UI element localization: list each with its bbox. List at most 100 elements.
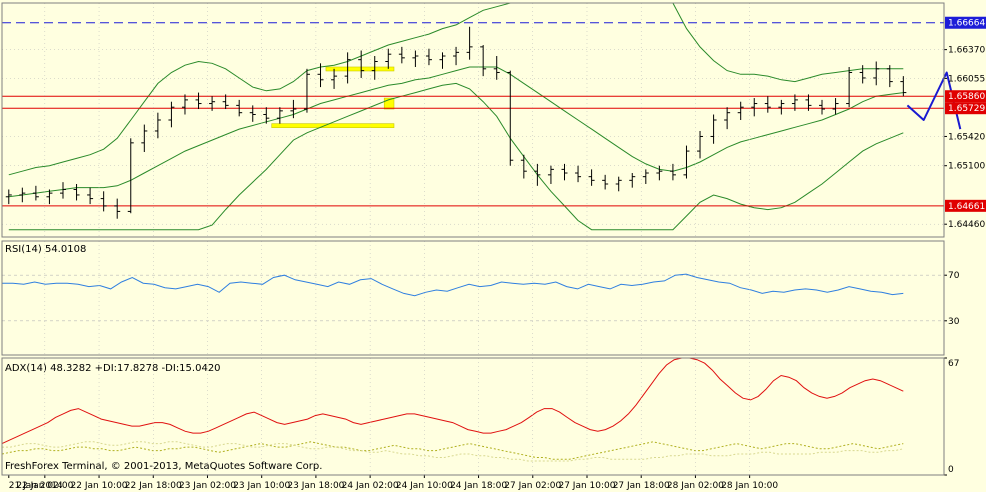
price-bar: [534, 163, 541, 186]
price-bar: [886, 65, 893, 88]
price-axis: 1.64460 1.65100 1.65420 1.66055 1.66370: [944, 46, 985, 230]
price-bar: [46, 189, 53, 205]
price-panel[interactable]: 1.64460 1.65100 1.65420 1.66055 1.66370 1.66…: [2, 2, 986, 231]
rsi-panel[interactable]: RSI(14) 54.0108 30 70: [2, 244, 960, 327]
price-level-label-bg: [945, 199, 986, 212]
price-bar: [588, 169, 595, 186]
price-bar: [5, 189, 12, 205]
time-tick-label: 27 Jan 02:00: [504, 481, 561, 491]
price-bar: [344, 52, 351, 84]
price-candles: [5, 26, 907, 219]
price-bar: [724, 107, 731, 130]
price-bar: [439, 52, 446, 69]
price-bar: [317, 63, 324, 88]
time-tick-label: 24 Jan 10:00: [396, 481, 453, 491]
bollinger-upper-band: [8, 2, 904, 176]
plus-di-series-line: [1, 441, 904, 460]
price-bar: [303, 68, 310, 113]
price-bar: [236, 99, 243, 117]
price-frame: [1, 2, 945, 238]
price-zone: [325, 66, 395, 72]
price-bar: [629, 173, 636, 188]
price-bar: [751, 98, 758, 117]
price-level-label: 1.66664: [945, 16, 986, 29]
price-bar: [547, 165, 554, 184]
rsi-title: RSI(14) 54.0108: [5, 244, 86, 255]
price-bar: [602, 174, 609, 190]
price-level-label: 1.65860: [945, 90, 986, 103]
price-bar: [453, 46, 460, 66]
price-level-label-bg: [945, 90, 986, 103]
price-bar: [73, 183, 80, 201]
price-tick-label: 1.65100: [948, 162, 985, 172]
price-bar: [276, 107, 283, 124]
price-bar: [425, 48, 432, 66]
horizontal-levels: [2, 22, 944, 207]
price-bar: [181, 94, 188, 115]
time-tick-label: 23 Jan 10:00: [233, 481, 290, 491]
price-bar: [87, 187, 94, 205]
price-bar: [222, 94, 229, 110]
price-bar: [100, 191, 107, 212]
price-bar: [209, 96, 216, 111]
time-tick-label: 27 Jan 10:00: [558, 481, 615, 491]
price-level-label-text: 1.66664: [948, 19, 985, 29]
rsi-series-line: [2, 273, 904, 297]
price-bar: [520, 154, 527, 179]
price-bar: [398, 46, 405, 64]
rsi-tick-label: 30: [948, 317, 960, 327]
price-level-label-text: 1.64661: [948, 202, 985, 212]
adx-panel[interactable]: ADX(14) 48.3282 +DI:17.8278 -DI:15.0420 …: [1, 357, 959, 476]
price-tick-label: 1.66370: [948, 46, 985, 56]
price-bar: [168, 101, 175, 128]
price-bar: [480, 45, 487, 77]
bollinger-middle-band: [8, 66, 904, 198]
rsi-frame: [1, 240, 945, 356]
price-bar: [819, 99, 826, 115]
price-bar: [249, 105, 256, 122]
price-bar: [358, 50, 365, 78]
adx-title: ADX(14) 48.3282 +DI:17.8278 -DI:15.0420: [5, 363, 221, 374]
time-tick-label: 28 Jan 02:00: [667, 481, 724, 491]
bollinger-bands: [8, 2, 904, 231]
rsi-grid: [2, 274, 944, 322]
price-bar: [859, 65, 866, 84]
price-bar: [19, 187, 26, 203]
price-bar: [493, 56, 500, 80]
price-bar: [697, 130, 704, 159]
price-tick-label: 1.64460: [948, 220, 985, 230]
price-bar: [371, 56, 378, 80]
price-bar: [141, 124, 148, 152]
price-bar: [154, 112, 161, 139]
price-bar: [669, 163, 676, 181]
time-tick-label: 27 Jan 18:00: [613, 481, 670, 491]
price-bar: [290, 99, 297, 119]
time-tick-label: 22 Jan 18:00: [125, 481, 182, 491]
price-grid: [2, 49, 944, 225]
price-bar: [263, 107, 270, 124]
price-bar: [412, 50, 419, 67]
price-bar: [764, 96, 771, 113]
minus-di-series-line: [2, 441, 904, 462]
price-level-label-bg: [945, 16, 986, 29]
price-bar: [127, 138, 134, 214]
time-tick-label: 23 Jan 02:00: [179, 481, 236, 491]
price-bar: [114, 198, 121, 219]
adx-tick-label: 0: [948, 465, 954, 475]
price-level-label-text: 1.65860: [948, 92, 985, 102]
adx-frame: [1, 357, 945, 476]
price-bar: [737, 101, 744, 120]
price-bar: [32, 185, 39, 201]
adx-tick-label: 67: [948, 359, 959, 369]
adx-lines: [1, 357, 904, 462]
price-bar: [656, 165, 663, 181]
price-bar: [683, 145, 690, 179]
price-bar: [900, 76, 907, 97]
time-tick-label: 23 Jan 18:00: [287, 481, 344, 491]
time-tick-label: 28 Jan 10:00: [721, 481, 778, 491]
price-bar: [832, 98, 839, 115]
price-bar: [642, 169, 649, 184]
price-bar: [805, 94, 812, 111]
